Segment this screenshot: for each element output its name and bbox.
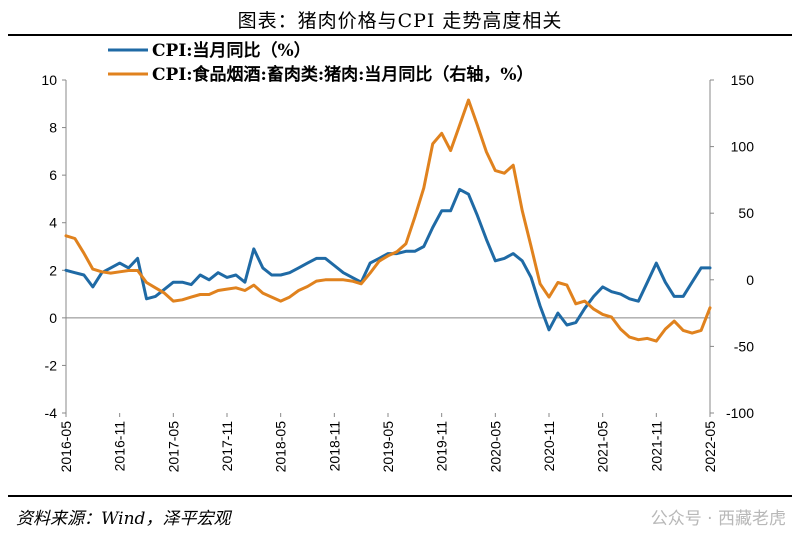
x-tick-label: 2017-11	[219, 421, 235, 472]
series-line-2	[64, 98, 712, 343]
left-tick-label: -4	[45, 405, 58, 421]
left-tick-label: 4	[49, 215, 57, 231]
watermark: 公众号 · 西藏老虎	[650, 509, 786, 529]
left-tick-label: 2	[49, 262, 57, 278]
x-tick-label: 2017-05	[165, 421, 181, 473]
x-tick-label: 2021-11	[648, 421, 664, 472]
x-tick-label: 2018-05	[273, 421, 289, 473]
legend-label-1: CPI:当月同比（%）	[152, 40, 311, 61]
bottom-rule	[8, 495, 792, 497]
page-title: 图表：猪肉价格与CPI 走势高度相关	[237, 10, 563, 32]
right-tick-label: 50	[738, 205, 754, 221]
top-rule	[8, 34, 792, 36]
x-tick-label: 2019-11	[434, 421, 450, 472]
right-tick-label: 150	[731, 72, 755, 88]
right-tick-label: -50	[734, 338, 754, 354]
left-tick-label: 8	[49, 120, 57, 136]
x-tick-label: 2016-05	[58, 421, 74, 473]
left-tick-label: -2	[45, 357, 58, 373]
series-line-1	[64, 187, 712, 332]
x-tick-label: 2020-11	[541, 421, 557, 472]
right-tick-label: 0	[746, 272, 754, 288]
x-tick-label: 2018-11	[326, 421, 342, 472]
legend-label-2: CPI:食品烟酒:畜肉类:猪肉:当月同比（右轴，%）	[152, 64, 534, 85]
right-tick-label: 100	[731, 139, 755, 155]
x-tick-label: 2019-05	[380, 421, 396, 473]
x-tick-label: 2022-05	[702, 421, 718, 473]
left-tick-label: 6	[49, 167, 57, 183]
x-tick-label: 2021-05	[595, 421, 611, 473]
x-tick-label: 2020-05	[487, 421, 503, 473]
left-tick-label: 10	[41, 72, 57, 88]
source-note: 资料来源：Wind，泽平宏观	[16, 509, 231, 529]
left-tick-label: 0	[49, 310, 57, 326]
x-tick-label: 2016-11	[112, 421, 128, 472]
right-tick-label: -100	[726, 405, 754, 421]
